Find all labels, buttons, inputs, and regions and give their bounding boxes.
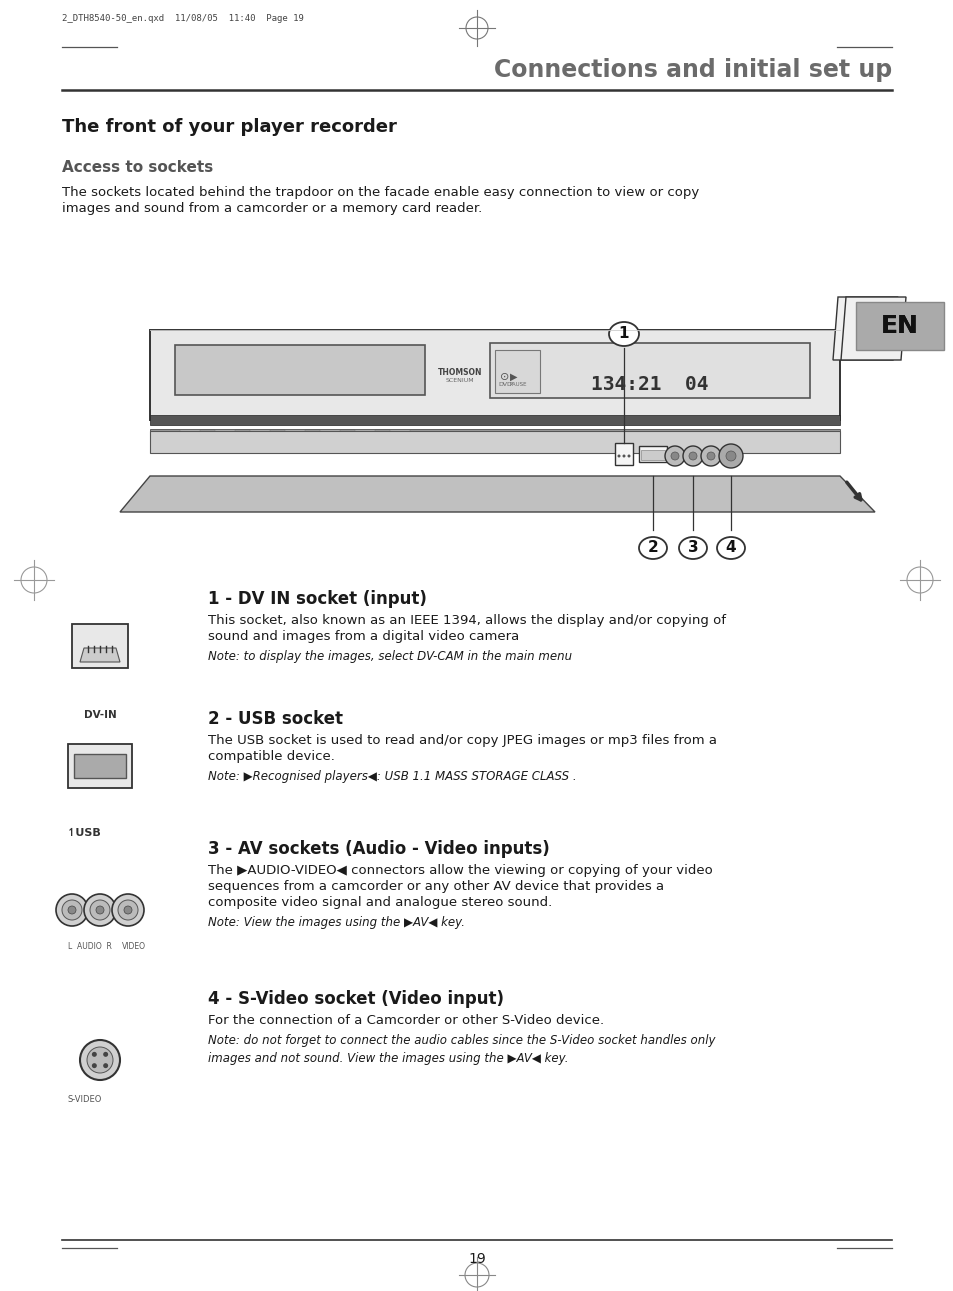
FancyBboxPatch shape xyxy=(150,414,840,425)
Text: 19: 19 xyxy=(468,1252,485,1266)
Text: 2 - USB socket: 2 - USB socket xyxy=(208,710,343,728)
Text: 134:21  04: 134:21 04 xyxy=(591,374,708,394)
FancyBboxPatch shape xyxy=(319,430,339,435)
Circle shape xyxy=(68,906,76,914)
Text: compatible device.: compatible device. xyxy=(208,750,335,763)
FancyBboxPatch shape xyxy=(355,430,375,435)
Circle shape xyxy=(112,893,144,926)
Text: The ▶AUDIO-VIDEO◀ connectors allow the viewing or copying of your video: The ▶AUDIO-VIDEO◀ connectors allow the v… xyxy=(208,864,712,877)
Text: 1: 1 xyxy=(618,327,629,342)
Circle shape xyxy=(103,1064,108,1068)
Text: PAUSE: PAUSE xyxy=(510,382,527,387)
FancyBboxPatch shape xyxy=(615,443,633,465)
Text: This socket, also known as an IEEE 1394, allows the display and/or copying of: This socket, also known as an IEEE 1394,… xyxy=(208,615,725,627)
Text: sequences from a camcorder or any other AV device that provides a: sequences from a camcorder or any other … xyxy=(208,880,663,893)
Text: Note: do not forget to connect the audio cables since the S-Video socket handles: Note: do not forget to connect the audio… xyxy=(208,1034,715,1065)
Circle shape xyxy=(725,451,735,461)
Text: 4: 4 xyxy=(725,541,736,555)
FancyBboxPatch shape xyxy=(150,431,840,453)
FancyBboxPatch shape xyxy=(250,430,270,435)
Circle shape xyxy=(96,906,104,914)
Text: S-VIDEO: S-VIDEO xyxy=(67,1095,101,1104)
FancyBboxPatch shape xyxy=(150,330,840,420)
Circle shape xyxy=(90,900,110,920)
Text: 4 - S-Video socket (Video input): 4 - S-Video socket (Video input) xyxy=(208,990,503,1008)
Ellipse shape xyxy=(679,537,706,559)
Text: EN: EN xyxy=(881,314,918,338)
Circle shape xyxy=(682,445,702,466)
Circle shape xyxy=(719,444,742,469)
Text: Access to sockets: Access to sockets xyxy=(62,160,213,176)
Circle shape xyxy=(617,454,619,457)
Polygon shape xyxy=(120,476,874,513)
FancyBboxPatch shape xyxy=(285,430,305,435)
Ellipse shape xyxy=(639,537,666,559)
FancyBboxPatch shape xyxy=(639,445,666,462)
Text: SCENIUM: SCENIUM xyxy=(445,378,474,383)
Circle shape xyxy=(700,445,720,466)
Ellipse shape xyxy=(717,537,744,559)
Text: images and sound from a camcorder or a memory card reader.: images and sound from a camcorder or a m… xyxy=(62,201,482,216)
Text: VIDEO: VIDEO xyxy=(122,942,146,951)
Circle shape xyxy=(87,1047,112,1073)
FancyBboxPatch shape xyxy=(214,430,234,435)
Text: 2_DTH8540-50_en.qxd  11/08/05  11:40  Page 19: 2_DTH8540-50_en.qxd 11/08/05 11:40 Page … xyxy=(62,14,304,23)
Circle shape xyxy=(664,445,684,466)
Circle shape xyxy=(622,454,625,457)
Text: ↿USB: ↿USB xyxy=(67,828,102,838)
Circle shape xyxy=(118,900,138,920)
Circle shape xyxy=(627,454,630,457)
Circle shape xyxy=(124,906,132,914)
Text: Connections and initial set up: Connections and initial set up xyxy=(494,58,891,83)
Polygon shape xyxy=(80,648,120,662)
Text: sound and images from a digital video camera: sound and images from a digital video ca… xyxy=(208,630,518,643)
Text: 2: 2 xyxy=(647,541,658,555)
Text: Note: ▶Recognised players◀: USB 1.1 MASS STORAGE CLASS .: Note: ▶Recognised players◀: USB 1.1 MASS… xyxy=(208,769,576,784)
Circle shape xyxy=(56,893,88,926)
Text: Note: to display the images, select DV-CAM in the main menu: Note: to display the images, select DV-C… xyxy=(208,649,572,664)
Ellipse shape xyxy=(608,321,639,346)
Text: EN: EN xyxy=(881,314,918,338)
Text: The USB socket is used to read and/or copy JPEG images or mp3 files from a: The USB socket is used to read and/or co… xyxy=(208,735,717,747)
Circle shape xyxy=(688,452,697,460)
FancyBboxPatch shape xyxy=(150,429,840,436)
Circle shape xyxy=(62,900,82,920)
Text: The front of your player recorder: The front of your player recorder xyxy=(62,117,396,136)
FancyBboxPatch shape xyxy=(390,430,410,435)
Text: L  AUDIO  R: L AUDIO R xyxy=(68,942,112,951)
Text: DV-IN: DV-IN xyxy=(84,710,116,720)
Text: 1 - DV IN socket (input): 1 - DV IN socket (input) xyxy=(208,590,426,608)
Text: ⊙: ⊙ xyxy=(499,372,509,382)
Text: 3 - AV sockets (Audio - Video inputs): 3 - AV sockets (Audio - Video inputs) xyxy=(208,840,549,859)
Text: 3: 3 xyxy=(687,541,698,555)
Text: Note: View the images using the ▶AV◀ key.: Note: View the images using the ▶AV◀ key… xyxy=(208,917,464,930)
Polygon shape xyxy=(832,297,897,360)
Text: ▶: ▶ xyxy=(510,372,517,382)
Circle shape xyxy=(84,893,116,926)
FancyBboxPatch shape xyxy=(855,302,943,350)
FancyBboxPatch shape xyxy=(68,744,132,788)
FancyBboxPatch shape xyxy=(180,430,200,435)
Text: DVD: DVD xyxy=(497,382,512,387)
FancyBboxPatch shape xyxy=(490,343,809,398)
Text: composite video signal and analogue stereo sound.: composite video signal and analogue ster… xyxy=(208,896,552,909)
FancyBboxPatch shape xyxy=(174,345,424,395)
Polygon shape xyxy=(841,297,905,360)
Text: THOMSON: THOMSON xyxy=(437,368,482,377)
Circle shape xyxy=(91,1064,97,1068)
FancyBboxPatch shape xyxy=(640,451,664,460)
Circle shape xyxy=(91,1052,97,1057)
Circle shape xyxy=(103,1052,108,1057)
Text: The sockets located behind the trapdoor on the facade enable easy connection to : The sockets located behind the trapdoor … xyxy=(62,186,699,199)
FancyBboxPatch shape xyxy=(74,754,126,778)
FancyBboxPatch shape xyxy=(71,624,128,667)
Circle shape xyxy=(670,452,679,460)
Text: For the connection of a Camcorder or other S-Video device.: For the connection of a Camcorder or oth… xyxy=(208,1013,603,1028)
Circle shape xyxy=(706,452,714,460)
FancyBboxPatch shape xyxy=(855,302,943,350)
Circle shape xyxy=(80,1041,120,1081)
FancyBboxPatch shape xyxy=(495,350,539,392)
